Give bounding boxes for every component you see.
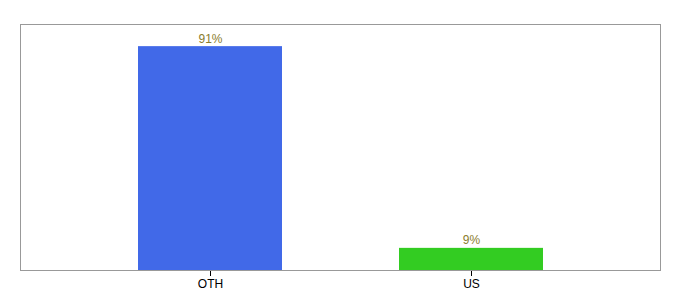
svg-text:OTH: OTH	[198, 277, 223, 291]
svg-text:91%: 91%	[198, 32, 222, 46]
svg-text:9%: 9%	[463, 233, 481, 247]
svg-text:US: US	[463, 277, 480, 291]
